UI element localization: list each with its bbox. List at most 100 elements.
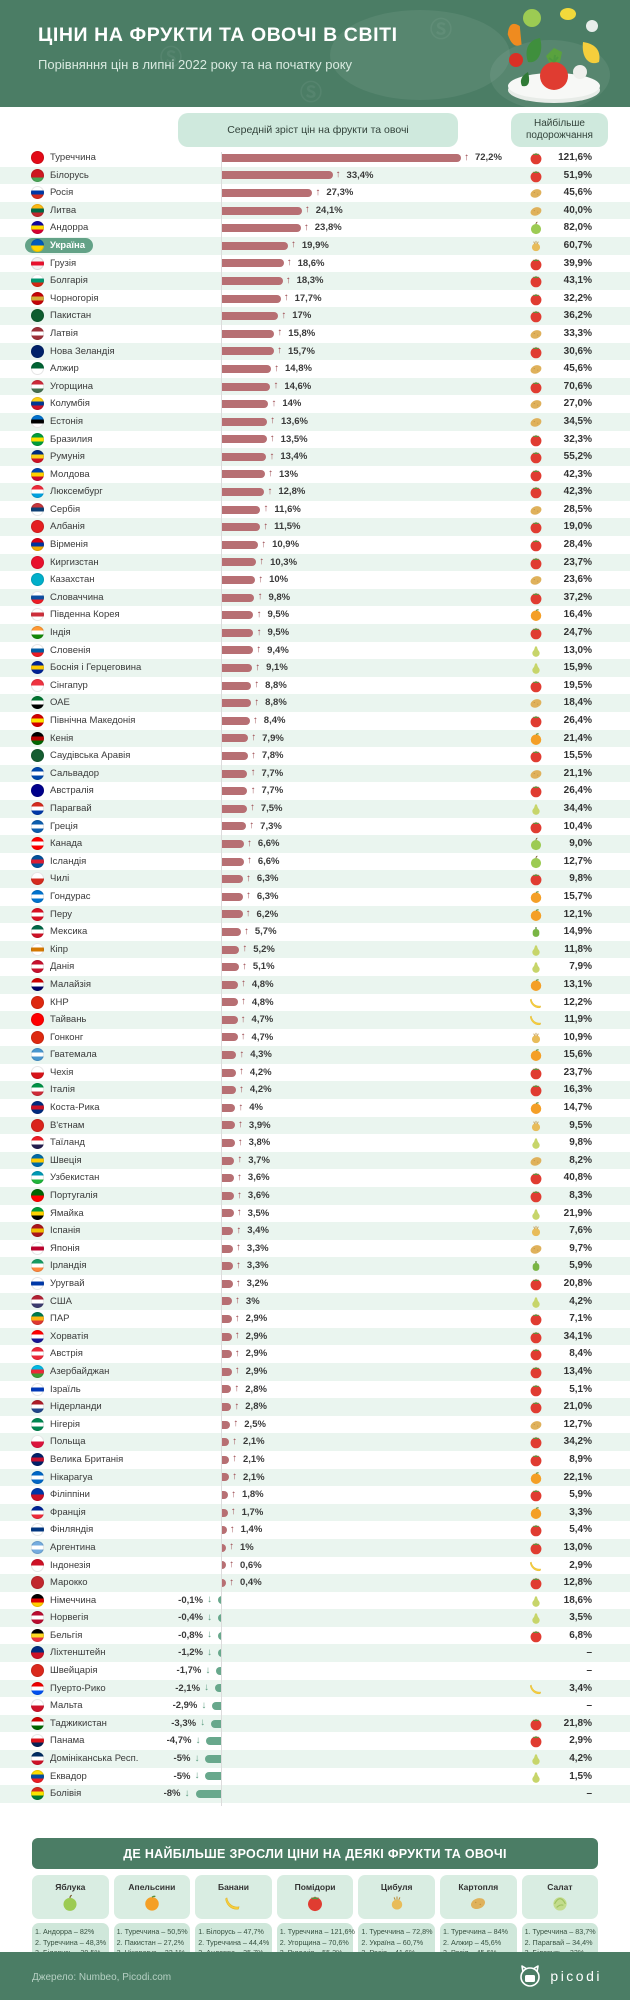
top-product-icon xyxy=(529,1418,543,1432)
country-flag-icon xyxy=(31,1224,44,1238)
product-card-header: Цибуля xyxy=(358,1875,435,1919)
change-arrow-icon: ↑ xyxy=(238,1101,244,1113)
country-cell: Люксембург xyxy=(25,484,111,499)
top-product-icon xyxy=(529,1154,543,1168)
top-product-icon xyxy=(529,749,543,763)
country-row: Гонконг ↑ 4,7% 10,9% xyxy=(0,1029,630,1047)
country-label: Данія xyxy=(50,961,75,973)
change-arrow-icon: ↑ xyxy=(229,1523,235,1535)
country-flag-icon xyxy=(31,362,44,376)
change-bar xyxy=(222,1402,232,1411)
top-product-icon xyxy=(529,468,543,482)
country-flag-icon xyxy=(31,538,44,552)
country-label: Колумбія xyxy=(50,398,90,410)
change-arrow-icon: ↑ xyxy=(258,573,264,585)
country-flag-icon xyxy=(31,731,44,745)
top-product-icon xyxy=(529,1365,543,1379)
top-product-icon xyxy=(529,1119,543,1133)
country-flag-icon xyxy=(31,1787,44,1801)
top-product-value: 21,1% xyxy=(563,767,592,779)
top-product-icon xyxy=(529,169,543,183)
top-product-icon xyxy=(529,397,543,411)
country-cell: Домініканська Респ. xyxy=(25,1751,146,1766)
change-arrow-icon: ↑ xyxy=(335,169,341,181)
country-cell: Австрія xyxy=(25,1346,91,1361)
top-product-icon xyxy=(529,292,543,306)
change-arrow-icon: ↑ xyxy=(249,820,255,832)
change-value: 3,3% xyxy=(246,1260,269,1272)
country-label: Індонезія xyxy=(50,1559,91,1571)
country-cell: Туреччина xyxy=(25,150,104,165)
country-flag-icon xyxy=(31,942,44,956)
top-product-value: 16,4% xyxy=(563,609,592,621)
product-card-title: Апельсини xyxy=(128,1882,176,1892)
product-card-header: Яблука xyxy=(32,1875,109,1919)
country-cell: Перу xyxy=(25,907,80,922)
avg-growth-column-header: Середній зріст цін на фрукти та овочі xyxy=(178,113,458,147)
country-flag-icon xyxy=(31,1013,44,1027)
country-flag-icon xyxy=(31,1400,44,1414)
country-row: Індонезія ↑ 0,6% 2,9% xyxy=(0,1557,630,1575)
top-product-value: 22,1% xyxy=(563,1471,592,1483)
country-label: Чорногорія xyxy=(50,292,99,304)
top-product-icon xyxy=(529,573,543,587)
change-bar xyxy=(222,945,240,954)
change-value: 3,8% xyxy=(248,1137,271,1149)
top-product-icon xyxy=(529,1435,543,1449)
change-value: 4,2% xyxy=(249,1066,272,1078)
top-product-icon xyxy=(529,820,543,834)
change-value: 2,8% xyxy=(245,1383,267,1395)
top-product-value: 82,0% xyxy=(563,222,592,234)
change-arrow-icon: ↓ xyxy=(200,1717,206,1729)
country-cell: Росія xyxy=(25,185,81,200)
top-product-value: 34,4% xyxy=(563,802,592,814)
change-value: -1,2% xyxy=(178,1647,203,1659)
change-bar xyxy=(222,417,268,426)
change-bar xyxy=(222,1543,226,1552)
change-value: 1,8% xyxy=(241,1489,264,1501)
country-label: Гватемала xyxy=(50,1049,97,1061)
country-label: Перу xyxy=(50,908,73,920)
country-label: Алжир xyxy=(50,363,79,375)
change-arrow-icon: ↑ xyxy=(234,1383,240,1395)
country-cell: Ірландія xyxy=(25,1258,94,1273)
top3-item: 1. Білорусь – 47,7% xyxy=(198,1926,264,1936)
top-product-icon xyxy=(529,239,543,253)
top-product-icon xyxy=(529,837,543,851)
top-product-value: 27,0% xyxy=(563,398,592,410)
country-label: Швеція xyxy=(50,1154,82,1166)
change-bar xyxy=(222,488,265,497)
country-label: Мексика xyxy=(50,926,88,938)
product-card: Цибуля 1. Туреччина – 72,8% 2. Україна – … xyxy=(358,1875,435,1963)
top-product-icon xyxy=(529,714,543,728)
change-arrow-icon: ↑ xyxy=(273,362,279,374)
change-bar xyxy=(222,1121,235,1130)
country-flag-icon xyxy=(31,573,44,587)
country-label: Австралія xyxy=(50,785,94,797)
change-value: 9,5% xyxy=(267,609,290,621)
country-flag-icon xyxy=(31,1153,44,1167)
country-label: Болгарія xyxy=(50,275,88,287)
change-bar xyxy=(222,1191,234,1200)
change-bar xyxy=(222,1455,229,1464)
change-bar xyxy=(222,435,267,444)
country-label: Кіпр xyxy=(50,943,69,955)
country-row: Ізраїль ↑ 2,8% 5,1% xyxy=(0,1381,630,1399)
top-product-value: 19,5% xyxy=(563,679,592,691)
country-row: Данія ↑ 5,1% 7,9% xyxy=(0,958,630,976)
top3-item: 2. Угорщина – 70,6% xyxy=(279,1937,349,1947)
change-bar xyxy=(218,1596,222,1605)
top-product-value: – xyxy=(586,1700,592,1712)
top-product-icon xyxy=(529,1207,543,1221)
top-product-value: 28,5% xyxy=(563,503,592,515)
change-arrow-icon: ↑ xyxy=(261,538,267,550)
change-arrow-icon: ↑ xyxy=(230,1506,236,1518)
change-value: 14,6% xyxy=(284,380,312,392)
top-product-value: 21,8% xyxy=(563,1717,592,1729)
change-value: 6,2% xyxy=(256,908,279,920)
country-label: Португалія xyxy=(50,1190,98,1202)
country-label: Казахстан xyxy=(50,574,95,586)
product-card-title: Цибуля xyxy=(380,1882,413,1892)
change-bar xyxy=(222,611,254,620)
country-flag-icon xyxy=(31,1347,44,1361)
